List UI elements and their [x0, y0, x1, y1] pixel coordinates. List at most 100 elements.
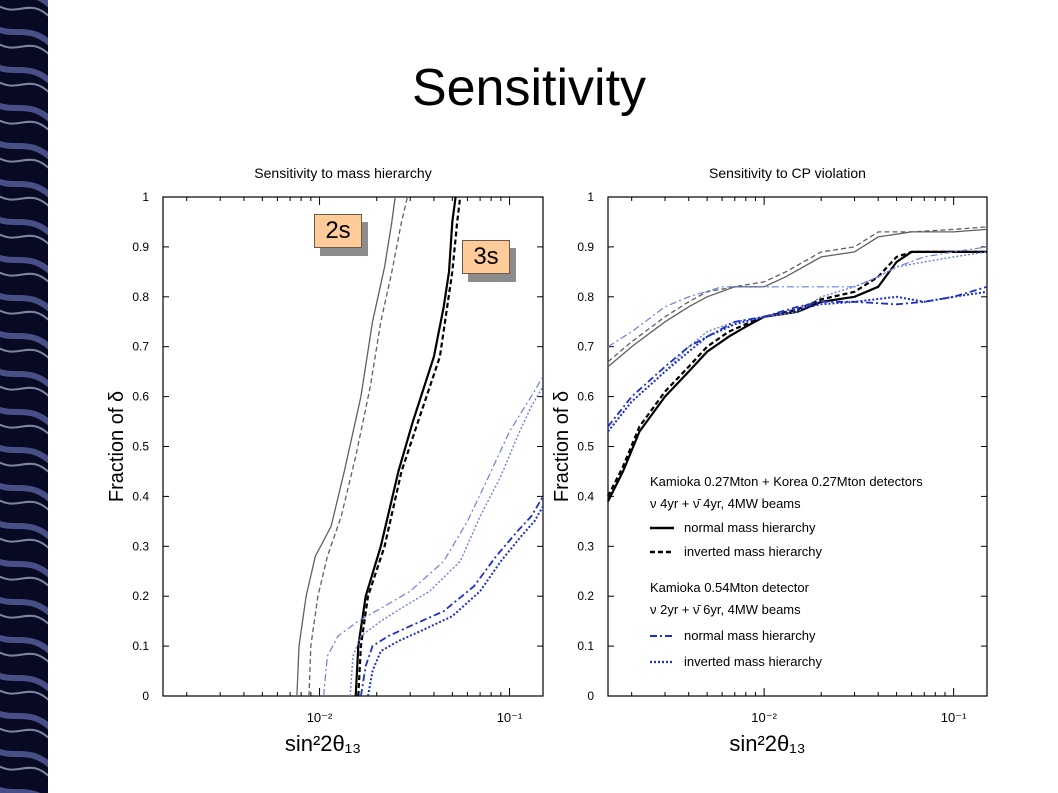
stripe-swirl — [0, 368, 48, 388]
stripe-swirl — [0, 748, 48, 768]
stripe-swirl — [0, 5, 48, 17]
stripe-swirl — [36, 0, 48, 8]
y-tick-label: 0.6 — [132, 390, 149, 404]
series-line-6 — [349, 386, 544, 697]
legend: Kamioka 0.27Mton + Korea 0.27Mton detect… — [644, 470, 978, 669]
y-tick-label: 0.5 — [132, 440, 149, 454]
legend-background — [644, 470, 978, 666]
stripe-swirl — [0, 558, 48, 578]
y-axis-label: Fraction of δ — [551, 391, 573, 502]
stripe-swirl — [0, 195, 48, 207]
chart-title: Sensitivity to mass hierarchy — [254, 165, 431, 181]
stripe-swirl — [0, 575, 48, 587]
legend-group2-sub: ν 2yr + ν̄ 6yr, 4MW beams — [650, 602, 801, 617]
y-tick-label: 0.7 — [132, 340, 149, 354]
stripe-swirl — [0, 499, 48, 511]
series-line-5 — [607, 246, 988, 348]
stripe-swirl — [0, 613, 48, 625]
callout-2s: 2s — [314, 214, 368, 256]
series-line-7 — [607, 285, 988, 428]
stripe-swirl — [0, 178, 48, 198]
stripe-swirl — [0, 330, 48, 350]
stripe-swirl — [0, 786, 40, 793]
stripe-swirl — [0, 292, 48, 312]
stripe-swirl — [0, 423, 48, 435]
y-axis-label: Fraction of δ — [106, 391, 128, 502]
x-axis-label: sin²2θ₁₃ — [285, 731, 361, 756]
stripe-swirl — [0, 157, 48, 169]
stripe-swirl — [0, 727, 48, 739]
legend-group2-title: Kamioka 0.54Mton detector — [650, 580, 810, 595]
y-tick-label: 0.2 — [577, 589, 594, 603]
stripe-swirl — [0, 461, 48, 473]
y-tick-label: 1 — [142, 190, 149, 204]
x-axis-label: sin²2θ₁₃ — [729, 731, 805, 756]
stripe-swirl — [0, 537, 48, 549]
y-tick-label: 0.9 — [577, 240, 594, 254]
callout-3s: 3s — [462, 240, 516, 282]
y-tick-label: 0.1 — [132, 639, 149, 653]
stripe-swirl — [0, 254, 48, 274]
stripe-swirl — [0, 482, 48, 502]
stripe-swirl — [0, 119, 48, 131]
stripe-swirl — [0, 26, 48, 46]
stripe-swirl — [0, 689, 48, 701]
stripe-swirl — [0, 385, 48, 397]
chart-panel-2: Sensitivity to CP violation 0 0.1 0.2 0.3 0.4… — [551, 165, 988, 756]
series-line-3 — [354, 196, 457, 697]
y-tick-label: 1 — [587, 190, 594, 204]
legend-item: inverted mass hierarchy — [684, 654, 822, 669]
stripe-swirl — [0, 271, 48, 283]
legend-item: normal mass hierarchy — [684, 628, 816, 643]
stripe-swirl — [0, 81, 48, 93]
y-tick-label: 0.3 — [132, 539, 149, 553]
y-tick-label: 0.7 — [577, 340, 594, 354]
y-tick-label: 0.8 — [132, 290, 149, 304]
y-tick-label: 0 — [142, 689, 149, 703]
stripe-swirl — [0, 596, 48, 616]
stripe-swirl — [0, 309, 48, 321]
stripe-swirl — [0, 520, 48, 540]
series-line-5 — [323, 376, 544, 697]
legend-item: inverted mass hierarchy — [684, 544, 822, 559]
slide-title: Sensitivity — [411, 59, 647, 117]
y-tick-label: 0.4 — [132, 489, 149, 503]
stripe-swirl — [0, 444, 48, 464]
stripe-swirl — [0, 651, 48, 663]
stripe-swirl — [0, 233, 48, 245]
stripe-swirl — [0, 765, 48, 777]
legend-item: normal mass hierarchy — [684, 520, 816, 535]
callout-2s-label: 2s — [314, 214, 362, 248]
y-tick-label: 0.4 — [577, 489, 594, 503]
series-line-4 — [607, 250, 987, 497]
x-tick-label: 10⁻¹ — [941, 710, 967, 725]
chart-title: Sensitivity to CP violation — [709, 165, 866, 181]
series-line-1 — [607, 228, 988, 368]
decorative-side-stripe — [0, 0, 48, 793]
stripe-swirl — [0, 347, 48, 359]
series-line-4 — [357, 196, 462, 697]
x-tick-label: 10⁻² — [751, 710, 777, 725]
y-tick-label: 0.2 — [132, 589, 149, 603]
stripe-swirl — [0, 140, 48, 160]
callout-3s-label: 3s — [462, 240, 510, 274]
stripe-swirl — [0, 64, 48, 84]
y-tick-label: 0.6 — [577, 390, 594, 404]
y-tick-label: 0.1 — [577, 639, 594, 653]
stripe-swirl — [0, 634, 48, 654]
x-tick-label: 10⁻² — [307, 710, 333, 725]
y-tick-label: 0.5 — [577, 440, 594, 454]
series-line-8 — [607, 290, 988, 433]
x-tick-label: 10⁻¹ — [497, 710, 523, 725]
stripe-swirl — [0, 102, 48, 122]
y-tick-label: 0.9 — [132, 240, 149, 254]
legend-group1-sub: ν 4yr + ν̄ 4yr, 4MW beams — [650, 496, 801, 511]
stripe-pattern — [0, 0, 48, 793]
y-tick-label: 0.3 — [577, 539, 594, 553]
stripe-swirl — [0, 710, 48, 730]
series-line-2 — [308, 196, 409, 697]
stripe-swirl — [0, 406, 48, 426]
stripe-swirl — [0, 216, 48, 236]
y-tick-label: 0.8 — [577, 290, 594, 304]
